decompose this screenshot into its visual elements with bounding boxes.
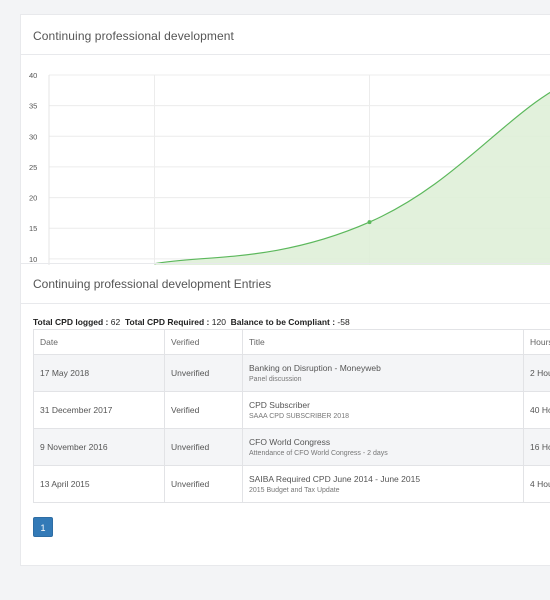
cell-date: 17 May 2018 (33, 354, 165, 392)
cell-hours: 2 Hours (523, 354, 550, 392)
cell-title: SAIBA Required CPD June 2014 - June 2015… (242, 465, 524, 503)
cell-hours: 4 Hours (523, 465, 550, 503)
cell-verified: Verified (164, 391, 243, 429)
y-tick-label: 15 (29, 224, 37, 233)
table-row[interactable]: 17 May 2018 Unverified Banking on Disrup… (33, 354, 550, 392)
entry-subtitle: Panel discussion (249, 376, 302, 383)
balance-value: -58 (337, 317, 350, 327)
pagination-page-button[interactable]: 1 (33, 517, 53, 537)
table-row[interactable]: 31 December 2017 Verified CPD Subscriber… (33, 391, 550, 429)
column-header-verified[interactable]: Verified (164, 329, 243, 355)
entry-subtitle: SAAA CPD SUBSCRIBER 2018 (249, 413, 349, 420)
area-fill (154, 92, 550, 265)
cell-verified: Unverified (164, 354, 243, 392)
cell-date: 13 April 2015 (33, 465, 165, 503)
cell-verified: Unverified (164, 465, 243, 503)
cell-date: 31 December 2017 (33, 391, 165, 429)
column-header-date[interactable]: Date (33, 329, 165, 355)
cell-date: 9 November 2016 (33, 428, 165, 466)
logged-label: Total CPD logged : (33, 317, 109, 327)
y-tick-label: 40 (29, 71, 37, 80)
entries-divider (21, 303, 550, 304)
required-value: 120 (211, 317, 226, 327)
y-tick-label: 25 (29, 163, 37, 172)
table-row[interactable]: 13 April 2015 Unverified SAIBA Required … (33, 465, 550, 503)
entry-title: CPD Subscriber (249, 400, 310, 410)
entries-table: Date Verified Title Hours 17 May 2018 Un… (33, 329, 550, 503)
data-point (367, 220, 372, 225)
cell-title: CPD Subscriber SAAA CPD SUBSCRIBER 2018 (242, 391, 524, 429)
cell-verified: Unverified (164, 428, 243, 466)
y-tick-label: 10 (29, 255, 37, 264)
cell-hours: 40 Hours (523, 391, 550, 429)
cpd-summary: Total CPD logged : 62 Total CPD Required… (33, 317, 350, 327)
entries-title: Continuing professional development Entr… (33, 277, 272, 291)
cpd-panel: Continuing professional development 10 15… (20, 14, 550, 566)
cell-title: Banking on Disruption - Moneyweb Panel d… (242, 354, 524, 392)
chart-divider (21, 263, 550, 264)
logged-value: 62 (110, 317, 121, 327)
entry-subtitle: Attendance of CFO World Congress - 2 day… (249, 450, 388, 457)
required-label: Total CPD Required : (124, 317, 210, 327)
panel-title: Continuing professional development (33, 29, 234, 43)
balance-label: Balance to be Compliant : (230, 317, 336, 327)
y-tick-label: 20 (29, 194, 37, 203)
table-row[interactable]: 9 November 2016 Unverified CFO World Con… (33, 428, 550, 466)
y-tick-label: 30 (29, 132, 37, 141)
series-line (154, 91, 550, 265)
y-tick-label: 35 (29, 102, 37, 111)
column-header-title[interactable]: Title (242, 329, 524, 355)
title-divider (21, 54, 550, 55)
table-header-row: Date Verified Title Hours (33, 329, 550, 355)
entry-title: Banking on Disruption - Moneyweb (249, 363, 381, 373)
entry-title: CFO World Congress (249, 437, 331, 447)
entry-title: SAIBA Required CPD June 2014 - June 2015 (249, 474, 421, 484)
cell-hours: 16 Hours (523, 428, 550, 466)
cpd-chart: 10 15 20 25 30 35 40 (29, 71, 550, 265)
column-header-hours[interactable]: Hours (523, 329, 550, 355)
cell-title: CFO World Congress Attendance of CFO Wor… (242, 428, 524, 466)
entry-subtitle: 2015 Budget and Tax Update (249, 487, 340, 494)
